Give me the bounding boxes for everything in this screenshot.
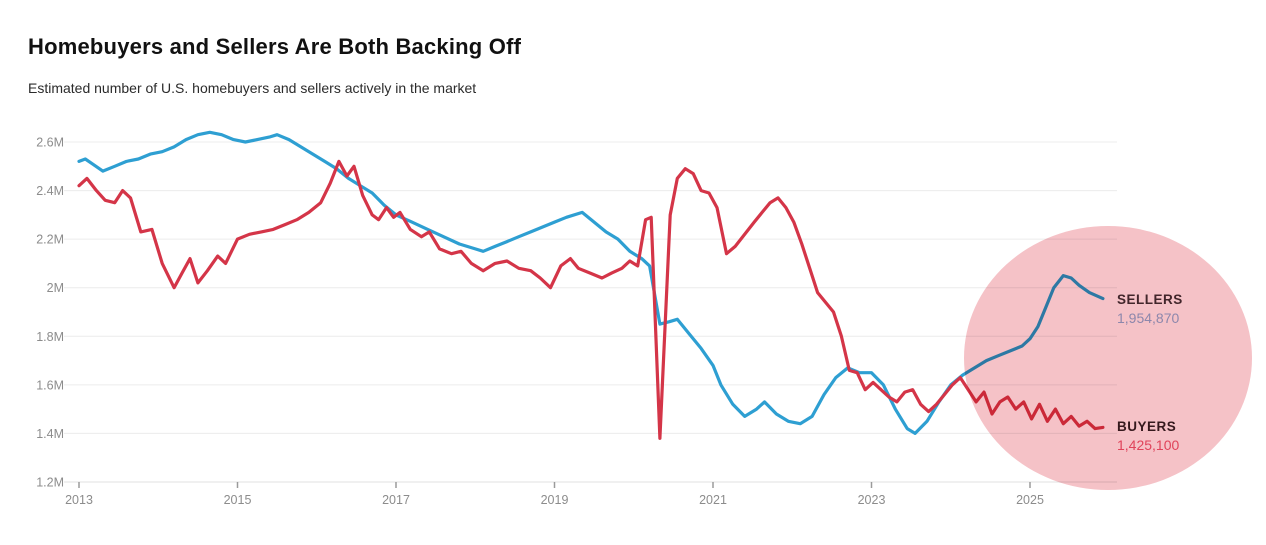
- chart-title: Homebuyers and Sellers Are Both Backing …: [28, 34, 522, 59]
- buyers-line: [77, 159, 1105, 440]
- x-axis-tick-label: 2017: [382, 493, 410, 507]
- buyers-callout: BUYERS 1,425,100: [1117, 419, 1179, 453]
- x-axis-tick-label: 2023: [858, 493, 886, 507]
- highlight-circle: [964, 226, 1252, 490]
- y-axis-labels: 2.6M 2.4M 2.2M 2M 1.8M 1.6M 1.4M 1.2M: [36, 136, 64, 490]
- y-axis-tick-label: 1.4M: [36, 427, 64, 441]
- sellers-end-value: 1,954,870: [1117, 310, 1179, 326]
- gridlines: [64, 141, 1117, 483]
- x-axis-labels: 2013 2015 2017 2019 2021 2023 2025: [65, 493, 1044, 507]
- buyers-end-value: 1,425,100: [1117, 437, 1179, 453]
- y-axis-tick-label: 1.8M: [36, 330, 64, 344]
- y-axis-tick-label: 2.2M: [36, 233, 64, 247]
- sellers-callout: SELLERS 1,954,870: [1117, 292, 1183, 326]
- x-axis-tick-label: 2019: [541, 493, 569, 507]
- buyers-series-label: BUYERS: [1117, 419, 1176, 434]
- y-axis-tick-label: 1.2M: [36, 476, 64, 490]
- y-axis-tick-label: 2M: [47, 281, 64, 295]
- x-axis: [78, 482, 1031, 488]
- y-axis-tick-label: 1.6M: [36, 378, 64, 392]
- sellers-series-label: SELLERS: [1117, 292, 1183, 307]
- x-axis-tick-label: 2021: [699, 493, 727, 507]
- x-axis-tick-label: 2015: [224, 493, 252, 507]
- y-axis-tick-label: 2.4M: [36, 184, 64, 198]
- x-axis-tick-label: 2025: [1016, 493, 1044, 507]
- y-axis-tick-label: 2.6M: [36, 136, 64, 150]
- chart-subtitle: Estimated number of U.S. homebuyers and …: [28, 80, 477, 96]
- x-axis-tick-label: 2013: [65, 493, 93, 507]
